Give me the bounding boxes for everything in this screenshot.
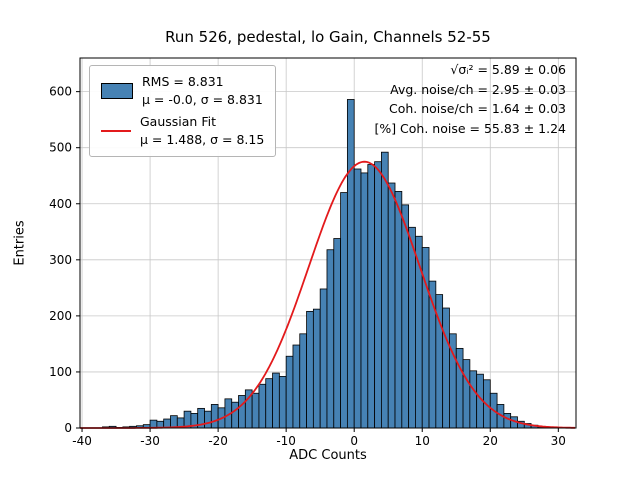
x-tick-label: 0 bbox=[350, 434, 358, 448]
histogram-bar bbox=[265, 378, 273, 429]
histogram-bar bbox=[346, 99, 355, 429]
stat-coh-noise-pct: [%] Coh. noise = 55.83 ± 1.24 bbox=[374, 120, 566, 136]
legend-hist-text: RMS = 8.831 μ = -0.0, σ = 8.831 bbox=[142, 73, 263, 109]
histogram-bar bbox=[469, 370, 478, 429]
histogram-bar bbox=[170, 415, 178, 429]
axes-spines bbox=[79, 57, 577, 429]
histogram-bar bbox=[231, 401, 239, 429]
legend-fit-line bbox=[101, 130, 131, 132]
stat-sigma-total: √σᵢ² = 5.89 ± 0.06 bbox=[450, 62, 566, 77]
x-tick-label: -20 bbox=[208, 434, 228, 448]
legend-hist-line1: RMS = 8.831 bbox=[142, 74, 224, 89]
legend: RMS = 8.831 μ = -0.0, σ = 8.831 Gaussian… bbox=[89, 65, 277, 157]
legend-entry-fit: Gaussian Fit μ = 1.488, σ = 8.15 bbox=[101, 113, 264, 149]
legend-fit-line2: μ = 1.488, σ = 8.15 bbox=[140, 132, 265, 147]
x-tick-label: -40 bbox=[72, 434, 92, 448]
histogram-bar bbox=[401, 204, 410, 429]
histogram-bar bbox=[326, 249, 335, 429]
y-tick-label: 400 bbox=[49, 197, 72, 211]
histogram-bar bbox=[455, 347, 464, 429]
y-tick-label: 600 bbox=[49, 85, 72, 99]
x-tick-label: 30 bbox=[551, 434, 566, 448]
histogram-bar bbox=[353, 168, 362, 429]
histogram-bar bbox=[360, 172, 369, 429]
histogram-bar bbox=[306, 310, 314, 429]
y-tick-label: 300 bbox=[49, 253, 72, 267]
legend-entry-histogram: RMS = 8.831 μ = -0.0, σ = 8.831 bbox=[101, 73, 264, 109]
histogram-bar bbox=[381, 151, 389, 429]
histogram-bar bbox=[387, 182, 396, 429]
x-tick-label: -30 bbox=[140, 434, 160, 448]
y-axis-label: Entries bbox=[12, 220, 28, 266]
histogram-bar bbox=[278, 376, 287, 429]
histogram-bar bbox=[503, 413, 512, 429]
histogram-bar bbox=[210, 404, 219, 429]
x-tick-label: 10 bbox=[415, 434, 430, 448]
histogram-bar bbox=[285, 355, 294, 429]
histogram-bar bbox=[333, 238, 341, 429]
x-tick-label: -10 bbox=[276, 434, 296, 448]
histogram-bar bbox=[374, 161, 382, 429]
y-tick-label: 200 bbox=[49, 309, 72, 323]
histogram-bar bbox=[272, 372, 280, 429]
histogram-bar bbox=[251, 392, 260, 429]
histogram-bar bbox=[408, 226, 416, 429]
y-tick-label: 500 bbox=[49, 141, 72, 155]
histogram-bar bbox=[442, 307, 450, 429]
histogram-bar bbox=[238, 395, 246, 429]
legend-fit-text: Gaussian Fit μ = 1.488, σ = 8.15 bbox=[140, 113, 264, 149]
histogram-bar bbox=[367, 164, 375, 429]
histogram-bar bbox=[462, 359, 471, 429]
stats-annotations: √σᵢ² = 5.89 ± 0.06 Avg. noise/ch = 2.95 … bbox=[374, 60, 566, 138]
y-tick-label: 0 bbox=[64, 421, 72, 435]
histogram-bar bbox=[149, 419, 158, 429]
legend-fit-line1: Gaussian Fit bbox=[140, 114, 216, 129]
x-tick-label: 20 bbox=[483, 434, 498, 448]
histogram-bar bbox=[319, 288, 328, 429]
legend-hist-swatch bbox=[101, 83, 133, 99]
histogram-bar bbox=[292, 344, 301, 429]
stat-avg-noise: Avg. noise/ch = 2.95 ± 0.03 bbox=[390, 81, 566, 97]
histogram-bar bbox=[394, 191, 403, 429]
histogram-bar bbox=[312, 308, 321, 429]
histogram-bar bbox=[299, 333, 307, 429]
chart-title: Run 526, pedestal, lo Gain, Channels 52-… bbox=[165, 28, 491, 46]
x-axis-label: ADC Counts bbox=[289, 448, 367, 463]
legend-hist-line2: μ = -0.0, σ = 8.831 bbox=[142, 92, 263, 107]
y-tick-label: 100 bbox=[49, 365, 72, 379]
histogram-bar bbox=[340, 192, 348, 429]
histogram-bar bbox=[258, 383, 267, 429]
histogram-bar bbox=[204, 410, 212, 429]
stat-coh-noise: Coh. noise/ch = 1.64 ± 0.03 bbox=[388, 101, 566, 116]
